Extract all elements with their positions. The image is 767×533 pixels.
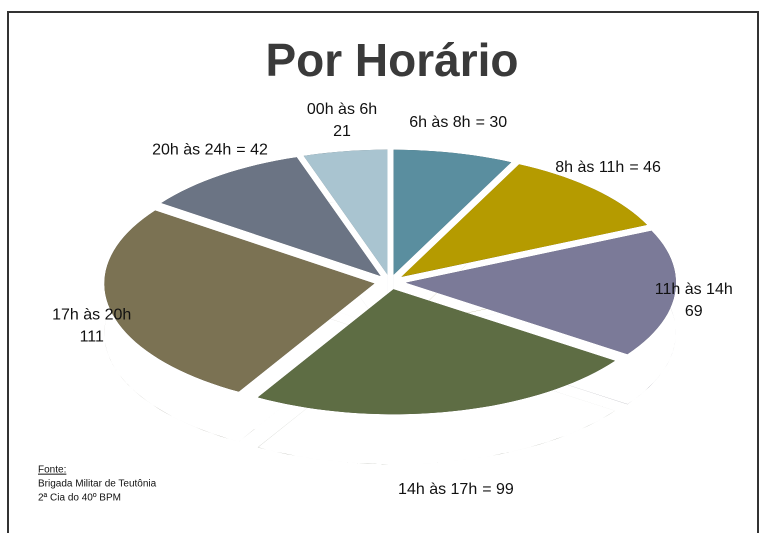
category-label: 20h às 24h <box>152 142 231 159</box>
category-label: 8h às 11h <box>555 159 624 176</box>
slice <box>257 289 615 415</box>
data-label: 00h às 6h 21 <box>307 101 377 140</box>
category-label: 00h às 6h <box>307 101 377 118</box>
value-label: = 99 <box>482 481 514 498</box>
category-label: 17h às 20h <box>52 307 131 324</box>
slice <box>104 210 375 392</box>
slice <box>393 149 512 275</box>
value-label: 111 <box>80 329 104 346</box>
data-label: 8h às 11h = 46 <box>555 159 661 176</box>
slice <box>303 149 388 275</box>
data-label: 20h às 24h = 42 <box>152 142 268 159</box>
frame <box>7 11 759 533</box>
slice <box>401 164 647 277</box>
slice <box>161 157 381 276</box>
data-label: 11h às 14h 69 <box>655 281 733 320</box>
value-label: = 30 <box>476 114 508 131</box>
category-label: 14h às 17h <box>398 481 477 498</box>
source-heading: Fonte: <box>38 465 66 476</box>
value-label: = 46 <box>629 159 661 176</box>
value-label: 69 <box>685 303 703 320</box>
data-label: 14h às 17h = 99 <box>398 481 514 498</box>
value-label: = 42 <box>236 142 268 159</box>
slice <box>405 230 676 355</box>
chart-title: Por Horário <box>265 34 518 86</box>
source-line: 2ª Cia do 40º BPM <box>38 493 121 504</box>
data-label: 6h às 8h = 30 <box>409 114 507 131</box>
category-label: 11h às 14h <box>655 281 733 298</box>
category-label: 6h às 8h <box>409 114 470 131</box>
source-line: Brigada Militar de Teutônia <box>38 479 157 490</box>
value-label: 21 <box>333 123 351 140</box>
data-label: 17h às 20h 111 <box>52 307 131 346</box>
